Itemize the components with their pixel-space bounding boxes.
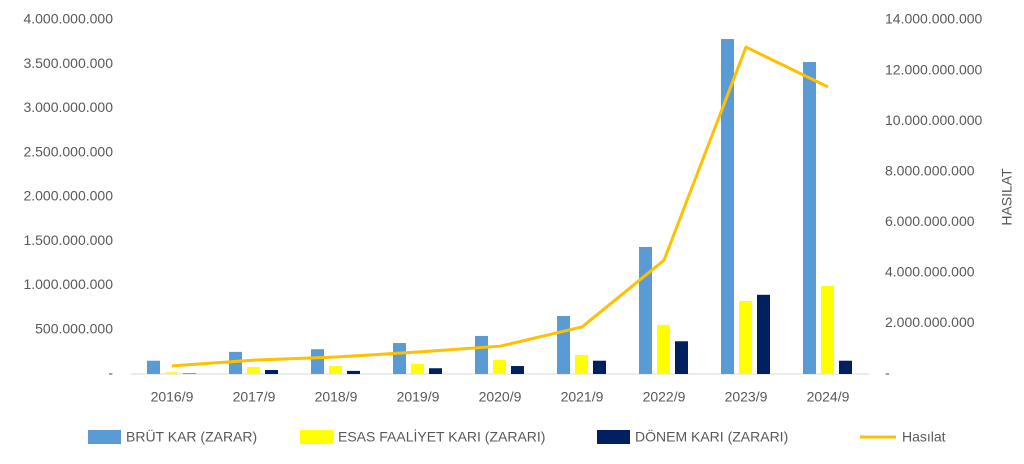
bar	[721, 39, 734, 375]
x-tick-label: 2017/9	[233, 389, 276, 405]
y2-tick-label: -	[885, 365, 890, 381]
legend-label: Hasılat	[902, 429, 946, 445]
bar	[247, 366, 260, 374]
y2-axis-title: HASILAT	[999, 168, 1015, 226]
y2-tick-label: 4.000.000.000	[885, 264, 975, 280]
legend-label: ESAS FAALİYET KARI (ZARARI)	[338, 428, 545, 445]
y-tick-label: 3.500.000.000	[23, 55, 113, 71]
x-tick-label: 2018/9	[315, 389, 358, 405]
legend-label: BRÜT KAR (ZARAR)	[126, 428, 257, 445]
bar	[265, 370, 278, 374]
legend-swatch	[597, 430, 630, 444]
bar	[557, 316, 570, 374]
y-tick-label: 2.500.000.000	[23, 143, 113, 159]
legend-swatch	[300, 430, 333, 444]
bar	[229, 351, 242, 374]
y-tick-label: -	[108, 365, 113, 381]
bar	[821, 285, 834, 374]
bar	[329, 366, 342, 374]
bar	[411, 363, 424, 374]
legend-label: DÖNEM KARI (ZARARI)	[635, 428, 788, 445]
y2-tick-label: 6.000.000.000	[885, 213, 975, 229]
y-tick-label: 4.000.000.000	[23, 11, 113, 27]
bar	[347, 370, 360, 374]
y-tick-label: 3.000.000.000	[23, 99, 113, 115]
x-tick-label: 2020/9	[479, 389, 522, 405]
y2-tick-label: 2.000.000.000	[885, 314, 975, 330]
bar	[311, 349, 324, 374]
y2-tick-label: 14.000.000.000	[885, 11, 983, 27]
y-tick-label: 1.000.000.000	[23, 276, 113, 292]
x-tick-label: 2023/9	[725, 389, 768, 405]
bar	[147, 360, 160, 374]
y2-tick-label: 12.000.000.000	[885, 61, 983, 77]
legend-swatch	[88, 430, 121, 444]
x-tick-label: 2019/9	[397, 389, 440, 405]
x-tick-label: 2016/9	[151, 389, 194, 405]
bar	[575, 354, 588, 374]
bar	[803, 62, 816, 374]
x-tick-label: 2022/9	[643, 389, 686, 405]
bar	[593, 360, 606, 374]
bar	[511, 366, 524, 374]
bar	[839, 360, 852, 374]
bar	[639, 247, 652, 374]
bar	[493, 359, 506, 374]
bar	[757, 294, 770, 374]
line	[171, 45, 829, 368]
y-tick-label: 500.000.000	[35, 320, 113, 336]
y-tick-label: 1.500.000.000	[23, 232, 113, 248]
bar	[657, 324, 670, 374]
x-tick-label: 2021/9	[561, 389, 604, 405]
y-tick-label: 2.000.000.000	[23, 188, 113, 204]
bar	[739, 300, 752, 374]
bar	[393, 343, 406, 374]
y2-tick-label: 10.000.000.000	[885, 112, 983, 128]
x-tick-label: 2024/9	[807, 389, 850, 405]
y2-tick-label: 8.000.000.000	[885, 162, 975, 178]
bar	[165, 372, 178, 374]
bar	[429, 368, 442, 374]
bar	[675, 341, 688, 374]
bar	[475, 335, 488, 374]
